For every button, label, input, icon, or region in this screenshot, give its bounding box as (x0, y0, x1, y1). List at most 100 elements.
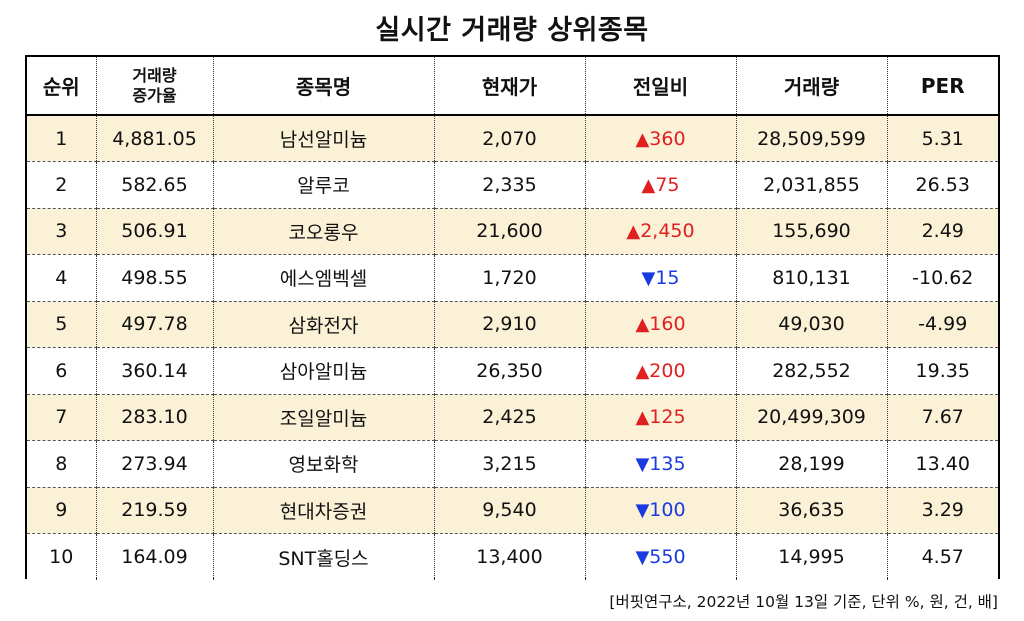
rank-cell: 3 (27, 208, 97, 255)
up-arrow-icon: ▲ (635, 360, 650, 382)
per-cell: 5.31 (886, 115, 998, 162)
table-row: 1 4,881.05 남선알미늄 2,070 ▲360 28,509,599 5.31 (27, 115, 998, 162)
stock-name-cell: 남선알미늄 (212, 115, 435, 162)
header-name: 종목명 (212, 57, 435, 116)
change-cell: ▲160 (584, 301, 737, 348)
volume-cell: 20,499,309 (735, 394, 888, 441)
source-footnote: [버핏연구소, 2022년 10월 13일 기준, 단위 %, 원, 건, 배] (609, 593, 998, 611)
table-row: 5 497.78 삼화전자 2,910 ▲160 49,030 -4.99 (27, 301, 998, 348)
change-cell: ▼135 (584, 440, 737, 488)
rank-cell: 4 (27, 254, 97, 302)
ranking-table-container: 순위 거래량 증가율 종목명 현재가 전일비 거래량 PER 1 4,881.05… (25, 55, 1000, 580)
change-value: 15 (655, 266, 680, 289)
volume-increase-cell: 164.09 (95, 533, 214, 580)
per-cell: 7.67 (886, 394, 998, 441)
table-row: 10 164.09 SNT홀딩스 13,400 ▼550 14,995 4.57 (27, 533, 998, 580)
header-price: 현재가 (433, 57, 586, 116)
change-value: 360 (649, 127, 686, 150)
volume-increase-cell: 582.65 (95, 161, 214, 209)
table-body: 1 4,881.05 남선알미늄 2,070 ▲360 28,509,599 5.31 2 58… (27, 115, 998, 580)
stock-name-cell: SNT홀딩스 (212, 533, 435, 580)
change-value: 550 (649, 546, 686, 568)
stock-name-cell: 알루코 (212, 161, 435, 209)
table-row: 7 283.10 조일알미늄 2,425 ▲125 20,499,309 7.67 (27, 394, 998, 441)
per-cell: 13.40 (886, 440, 998, 488)
volume-cell: 28,199 (735, 440, 888, 488)
price-cell: 9,540 (433, 487, 586, 534)
change-cell: ▲75 (584, 161, 737, 209)
volume-increase-cell: 498.55 (95, 254, 214, 302)
price-cell: 3,215 (433, 440, 586, 488)
price-cell: 21,600 (433, 208, 586, 255)
table-row: 3 506.91 코오롱우 21,600 ▲2,450 155,690 2.49 (27, 208, 998, 255)
per-cell: -10.62 (886, 254, 998, 302)
volume-increase-cell: 506.91 (95, 208, 214, 255)
stock-name-cell: 조일알미늄 (212, 394, 435, 441)
volume-cell: 36,635 (735, 487, 888, 534)
change-cell: ▼100 (584, 487, 737, 534)
price-cell: 1,720 (433, 254, 586, 302)
volume-increase-cell: 219.59 (95, 487, 214, 534)
ranking-table: 순위 거래량 증가율 종목명 현재가 전일비 거래량 PER 1 4,881.05… (27, 57, 998, 580)
per-cell: 26.53 (886, 161, 998, 209)
up-arrow-icon: ▲ (635, 314, 650, 336)
rank-cell: 1 (27, 115, 97, 162)
header-volume-increase-line1: 거래량 (132, 65, 177, 85)
change-cell: ▲360 (584, 115, 737, 162)
change-value: 75 (655, 173, 680, 196)
change-cell: ▲200 (584, 347, 737, 395)
table-row: 2 582.65 알루코 2,335 ▲75 2,031,855 26.53 (27, 161, 998, 209)
change-value: 200 (649, 359, 686, 382)
change-value: 125 (649, 406, 686, 429)
change-value: 160 (649, 313, 686, 336)
stock-name-cell: 삼화전자 (212, 301, 435, 348)
change-value: 135 (649, 452, 686, 475)
change-cell: ▲125 (584, 394, 737, 441)
rank-cell: 5 (27, 301, 97, 348)
up-arrow-icon: ▲ (641, 174, 656, 196)
volume-increase-cell: 497.78 (95, 301, 214, 348)
rank-cell: 8 (27, 440, 97, 488)
change-value: 2,450 (640, 220, 695, 243)
volume-increase-cell: 283.10 (95, 394, 214, 441)
volume-increase-cell: 273.94 (95, 440, 214, 488)
volume-increase-cell: 4,881.05 (95, 115, 214, 162)
price-cell: 2,910 (433, 301, 586, 348)
price-cell: 2,070 (433, 115, 586, 162)
table-row: 4 498.55 에스엠벡셀 1,720 ▼15 810,131 -10.62 (27, 254, 998, 302)
price-cell: 26,350 (433, 347, 586, 395)
page-title: 실시간 거래량 상위종목 (375, 15, 649, 46)
header-volume-increase-line2: 증가율 (132, 85, 177, 105)
per-cell: 4.57 (886, 533, 998, 580)
header-per: PER (886, 57, 998, 116)
volume-increase-cell: 360.14 (95, 347, 214, 395)
up-arrow-icon: ▲ (626, 221, 641, 243)
change-value: 100 (649, 499, 686, 522)
down-arrow-icon: ▼ (635, 453, 650, 475)
volume-cell: 155,690 (735, 208, 888, 255)
volume-cell: 810,131 (735, 254, 888, 302)
rank-cell: 9 (27, 487, 97, 534)
up-arrow-icon: ▲ (635, 128, 650, 150)
stock-name-cell: 삼아알미늄 (212, 347, 435, 395)
stock-name-cell: 코오롱우 (212, 208, 435, 255)
table-row: 8 273.94 영보화학 3,215 ▼135 28,199 13.40 (27, 440, 998, 488)
down-arrow-icon: ▼ (641, 267, 656, 289)
down-arrow-icon: ▼ (635, 500, 650, 522)
up-arrow-icon: ▲ (635, 407, 650, 429)
table-row: 6 360.14 삼아알미늄 26,350 ▲200 282,552 19.35 (27, 347, 998, 395)
table-row: 9 219.59 현대차증권 9,540 ▼100 36,635 3.29 (27, 487, 998, 534)
header-volume-increase: 거래량 증가율 (95, 57, 214, 116)
per-cell: 19.35 (886, 347, 998, 395)
header-change: 전일비 (584, 57, 737, 116)
volume-cell: 14,995 (735, 533, 888, 580)
header-row: 순위 거래량 증가율 종목명 현재가 전일비 거래량 PER (27, 57, 998, 116)
volume-cell: 2,031,855 (735, 161, 888, 209)
down-arrow-icon: ▼ (635, 547, 650, 568)
rank-cell: 10 (27, 533, 97, 580)
stock-name-cell: 영보화학 (212, 440, 435, 488)
price-cell: 2,335 (433, 161, 586, 209)
volume-cell: 49,030 (735, 301, 888, 348)
stock-name-cell: 현대차증권 (212, 487, 435, 534)
price-cell: 2,425 (433, 394, 586, 441)
